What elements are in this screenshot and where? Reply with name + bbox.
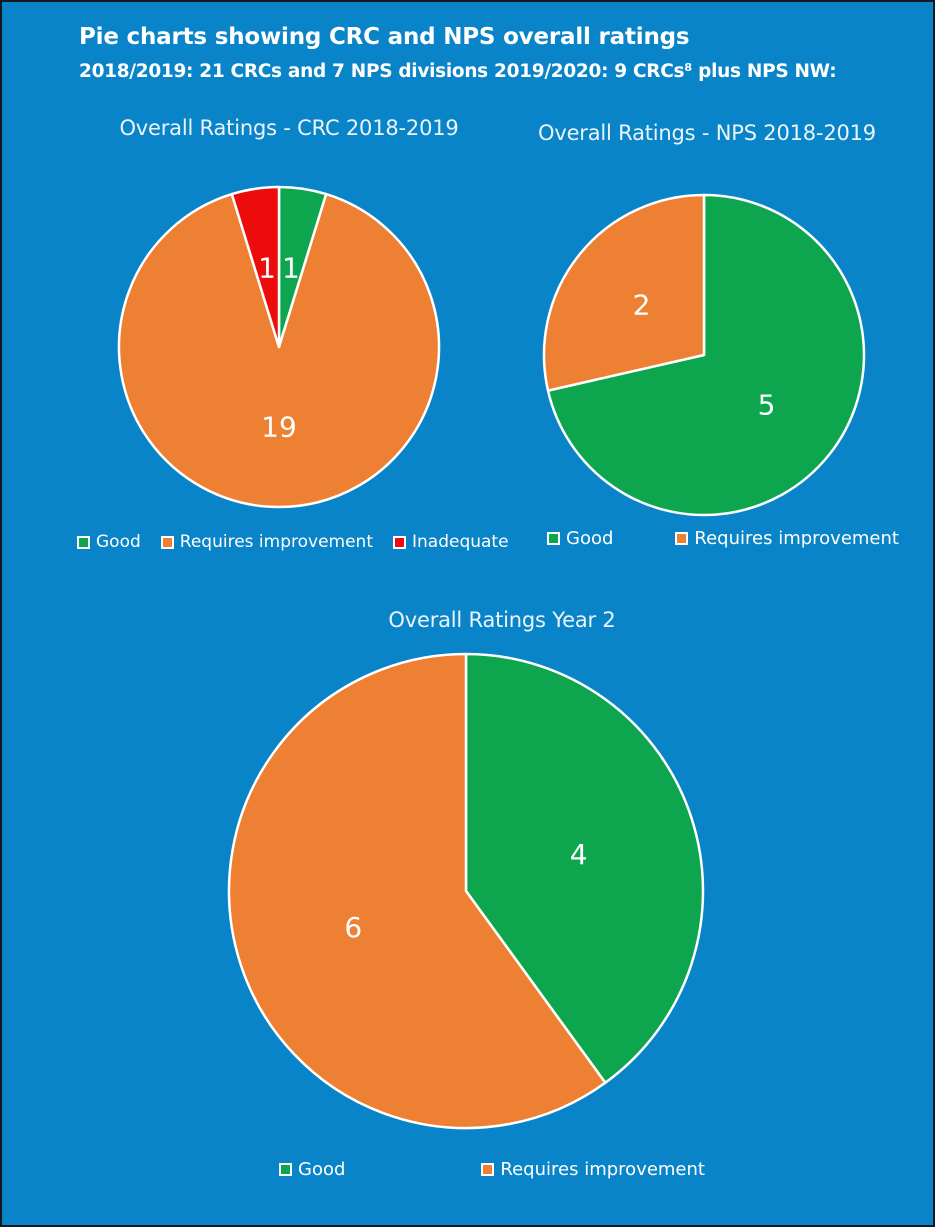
legend-item-good: Good <box>547 528 613 549</box>
legend-swatch-good-icon <box>547 532 560 545</box>
pie-slice-requires-improvement <box>117 192 441 509</box>
legend-item-requires-improvement: Requires improvement <box>160 532 373 552</box>
pie-data-label: 19 <box>261 411 297 444</box>
page-subtitle: 2018/2019: 21 CRCs and 7 NPS divisions 2… <box>79 61 837 82</box>
legend-item-requires-improvement: Requires improvement <box>481 1159 705 1180</box>
legend-label-good: Good <box>96 532 141 552</box>
legend-item-good: Good <box>77 532 141 552</box>
pie-slice-requires-improvement <box>227 652 607 1130</box>
legend-label-requires-improvement: Requires improvement <box>179 532 373 552</box>
legend-crc-2018-2019: Good Requires improvement Inadequate <box>77 532 509 552</box>
pie-data-label: 1 <box>282 251 300 284</box>
pie-data-label: 5 <box>758 388 776 421</box>
legend-item-good: Good <box>279 1159 345 1180</box>
legend-swatch-requires-improvement-icon <box>675 532 689 545</box>
legend-label-good: Good <box>298 1159 346 1180</box>
pie-chart-year-2: 46 <box>227 652 705 1130</box>
pie-slice-good <box>546 193 866 517</box>
legend-swatch-inadequate-icon <box>392 535 406 549</box>
pie-slice-inadequate <box>230 185 281 349</box>
pie-chart-crc-2018-2019: 1 19 1 <box>117 185 441 509</box>
legend-swatch-requires-improvement-icon <box>481 1163 495 1176</box>
legend-item-inadequate: Inadequate <box>392 532 509 552</box>
pie-slice-good <box>464 652 705 1084</box>
legend-label-good: Good <box>566 528 614 549</box>
chart-title-year-2: Overall Ratings Year 2 <box>388 608 616 632</box>
legend-label-inadequate: Inadequate <box>411 532 509 552</box>
legend-swatch-requires-improvement-icon <box>160 535 174 549</box>
pie-data-label: 2 <box>633 289 651 322</box>
page-title: Pie charts showing CRC and NPS overall r… <box>79 24 690 50</box>
pie-data-label: 4 <box>570 838 588 871</box>
legend-year-2: Good Requires improvement <box>279 1159 705 1180</box>
pie-data-label: 6 <box>344 911 362 944</box>
chart-title-crc-2018-2019: Overall Ratings - CRC 2018-2019 <box>119 116 459 140</box>
legend-item-requires-improvement: Requires improvement <box>675 528 899 549</box>
legend-label-requires-improvement: Requires improvement <box>694 528 899 549</box>
legend-swatch-good-icon <box>279 1163 292 1176</box>
pie-data-label: 1 <box>258 251 276 284</box>
pie-chart-nps-2018-2019: 52 <box>542 193 866 517</box>
legend-nps-2018-2019: Good Requires improvement <box>547 528 899 549</box>
legend-swatch-good-icon <box>77 535 90 549</box>
legend-label-requires-improvement: Requires improvement <box>500 1159 705 1180</box>
pie-slice-requires-improvement <box>542 193 706 392</box>
chart-title-nps-2018-2019: Overall Ratings - NPS 2018-2019 <box>538 121 876 145</box>
